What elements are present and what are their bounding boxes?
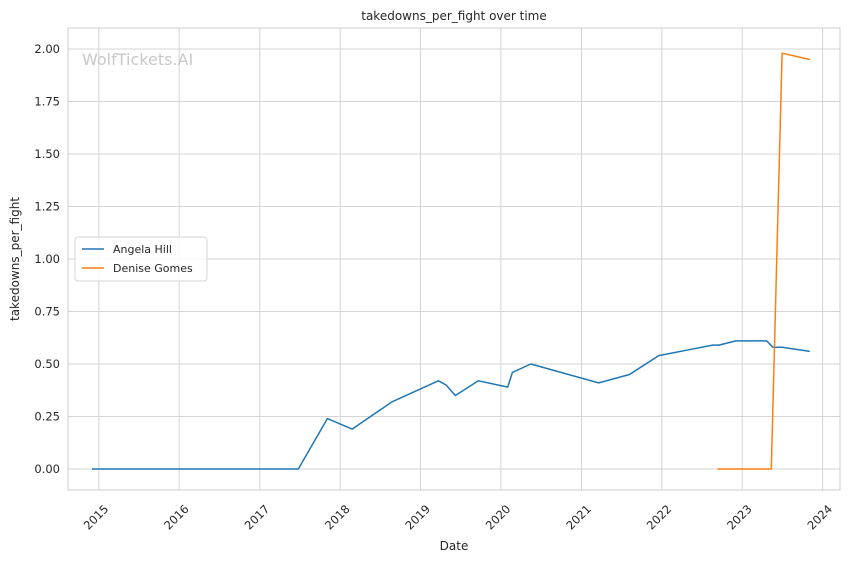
legend-box xyxy=(74,236,208,282)
legend: Angela Hill Denise Gomes xyxy=(74,236,208,282)
y-axis-label: takedowns_per_fight xyxy=(8,197,22,321)
y-tick-label: 2.00 xyxy=(34,42,60,56)
y-tick-label: 1.75 xyxy=(34,95,60,109)
grid xyxy=(68,28,840,490)
x-tick-label: 2022 xyxy=(644,502,675,533)
y-tick-label: 1.00 xyxy=(34,252,60,266)
x-tick-label: 2021 xyxy=(563,502,594,533)
series-line-angela-hill xyxy=(92,340,810,470)
x-tick-label: 2023 xyxy=(724,502,755,533)
series-line-denise-gomes xyxy=(717,52,810,470)
y-tick-label: 0.00 xyxy=(34,462,60,476)
x-axis-label: Date xyxy=(440,539,469,553)
x-tick-label: 2016 xyxy=(161,502,192,533)
y-tick-labels: 0.00 0.25 0.50 0.75 1.00 1.25 1.50 1.75 2.00 xyxy=(34,42,60,476)
x-tick-labels: 2015 2016 2017 2018 2019 2020 2021 2022 2023 2024 xyxy=(81,502,835,533)
legend-label-angela-hill: Angela Hill xyxy=(113,243,172,256)
series-lines xyxy=(92,52,810,470)
legend-label-denise-gomes: Denise Gomes xyxy=(113,262,193,275)
y-tick-label: 1.25 xyxy=(34,200,60,214)
y-tick-label: 0.75 xyxy=(34,305,60,319)
x-tick-label: 2015 xyxy=(81,502,112,533)
x-tick-label: 2024 xyxy=(804,502,835,533)
x-tick-label: 2019 xyxy=(402,502,433,533)
y-tick-label: 1.50 xyxy=(34,147,60,161)
chart-title: takedowns_per_fight over time xyxy=(361,9,547,23)
watermark: WolfTickets.AI xyxy=(82,50,193,69)
plot-frame xyxy=(67,27,841,491)
x-tick-label: 2020 xyxy=(483,502,514,533)
y-tick-label: 0.25 xyxy=(34,410,60,424)
x-tick-label: 2017 xyxy=(242,502,273,533)
x-tick-label: 2018 xyxy=(322,502,353,533)
y-tick-label: 0.50 xyxy=(34,357,60,371)
